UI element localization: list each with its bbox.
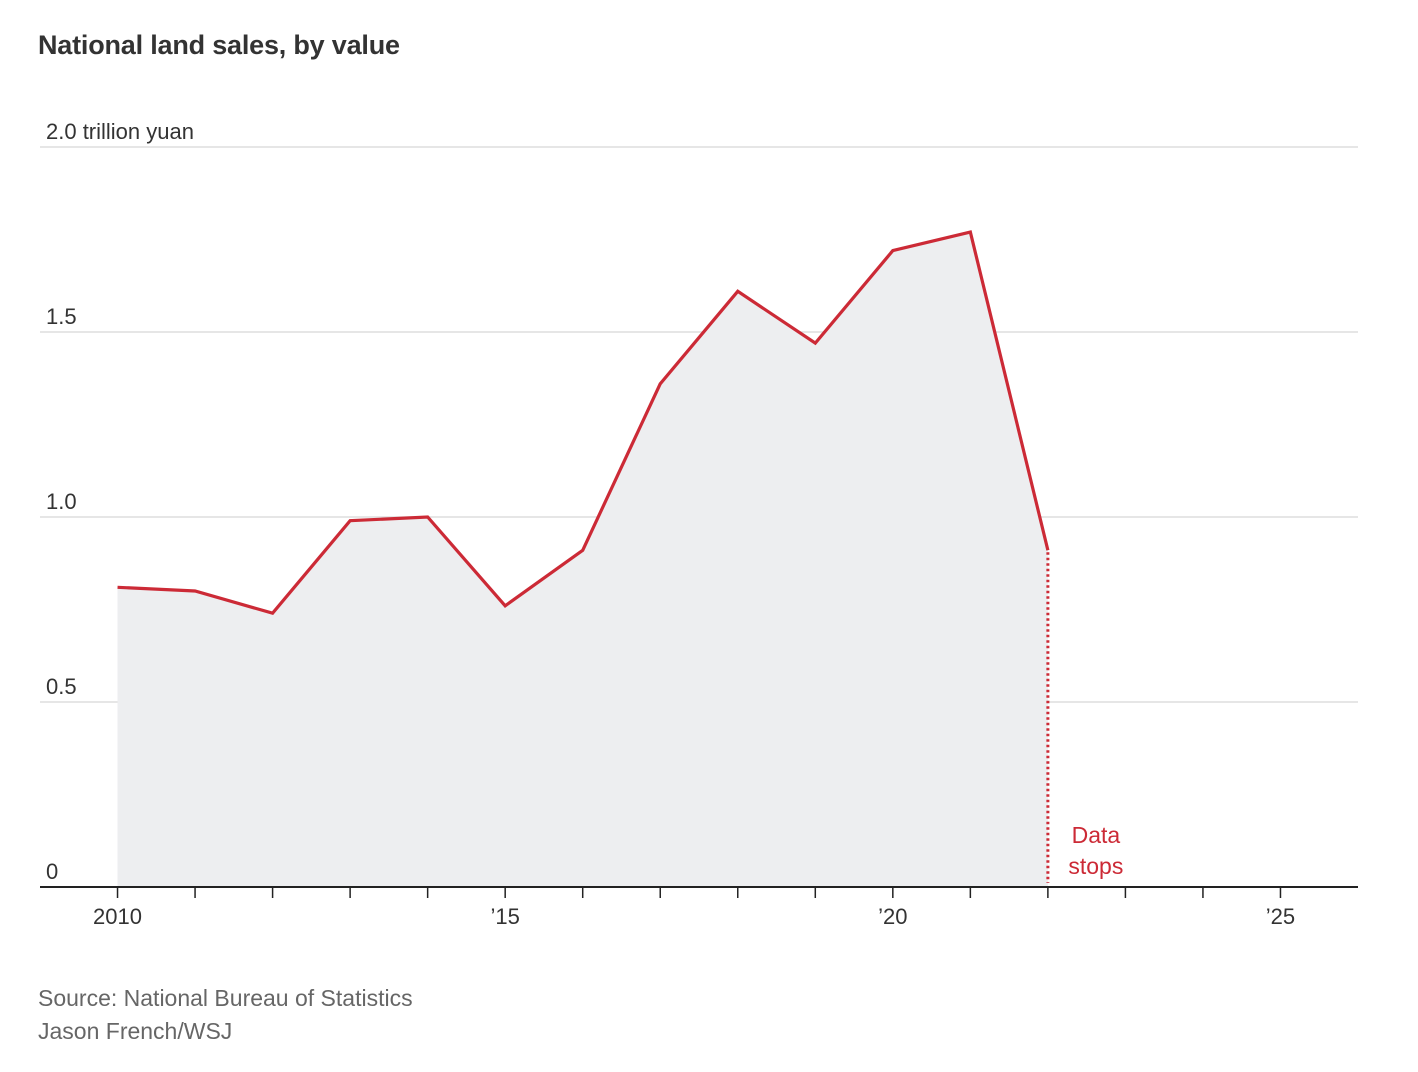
y-tick-label: 0.5: [46, 674, 77, 699]
data-stops-label: Data: [1072, 822, 1121, 848]
y-tick-label: 1.5: [46, 304, 77, 329]
x-axis: [40, 886, 1358, 898]
credit-note: Jason French/WSJ: [38, 1018, 233, 1044]
y-tick-label: 0: [46, 859, 58, 884]
x-tick-label: ’15: [490, 904, 519, 929]
area-fill: [117, 232, 1048, 888]
series-layer: [117, 230, 1050, 883]
y-tick-label: 1.0: [46, 489, 77, 514]
x-tick-label: ’20: [878, 904, 907, 929]
data-stops-label: stops: [1068, 853, 1123, 879]
source-note: Source: National Bureau of Statistics: [38, 985, 413, 1011]
x-tick-label: ’25: [1266, 904, 1295, 929]
chart-footer: Source: National Bureau of Statistics Ja…: [38, 982, 413, 1048]
y-tick-label: 2.0 trillion yuan: [46, 119, 194, 144]
tick-labels: 0 0.5 1.0 1.5 2.0 trillion yuan 2010 ’15 ’20 ’25…: [46, 119, 1295, 929]
area-layer: [117, 232, 1048, 888]
chart-title: National land sales, by value: [38, 30, 400, 60]
x-tick-label: 2010: [93, 904, 142, 929]
